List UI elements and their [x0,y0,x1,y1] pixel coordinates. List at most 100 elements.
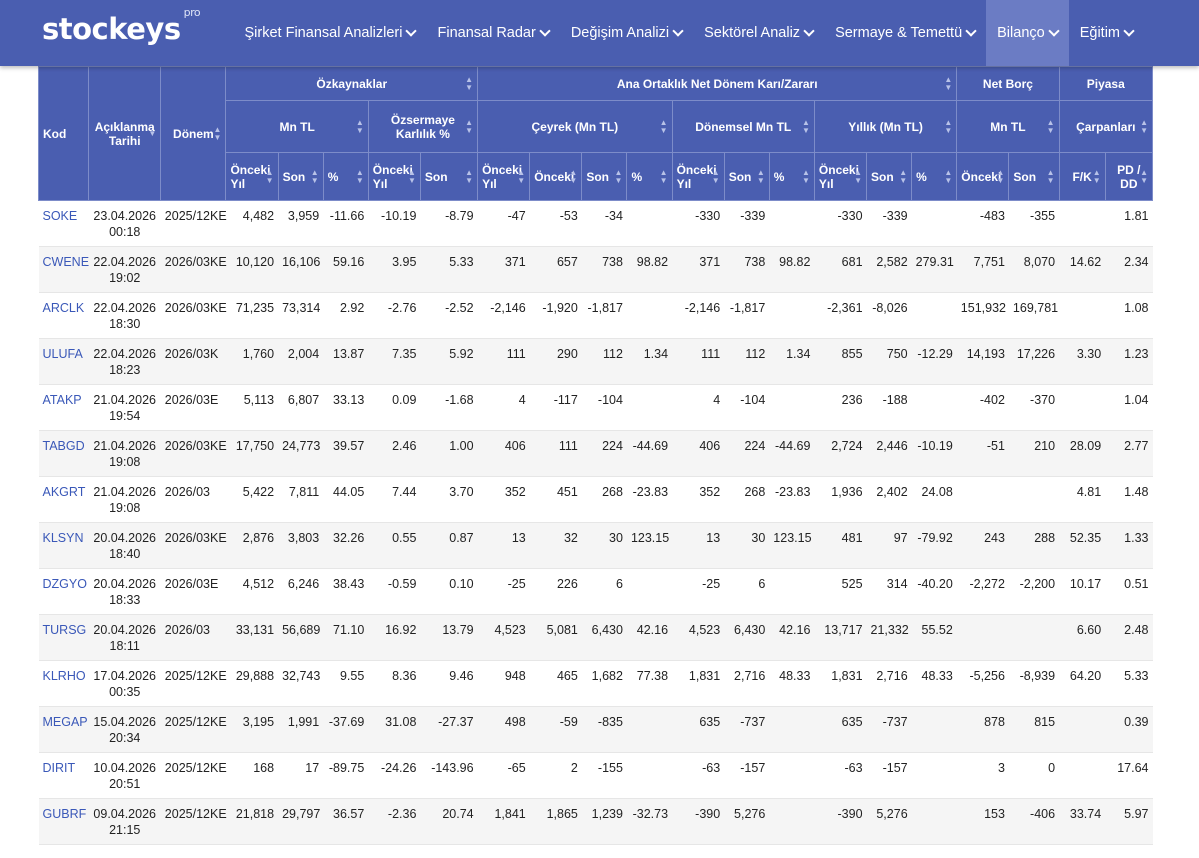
chevron-down-icon [1123,25,1135,37]
period-cell: 2026/03KE [160,246,227,293]
ticker-link[interactable]: MEGAP [38,706,89,753]
cell-ozk-son: 17 [278,752,324,799]
cell-yillik-son: 2,402 [866,476,912,523]
cell-netborc-onceki: 243 [956,522,1009,569]
col-ceyrek-son[interactable]: Son ▲ ▼ [581,152,628,201]
cell-pd-dd: 1.33 [1105,522,1153,569]
cell-yillik-son: 2,582 [866,246,912,293]
col-netborc-son[interactable]: Son ▲ ▼ [1008,152,1060,201]
ticker-link[interactable]: TABGD [38,430,89,477]
cell-netborc-son: 288 [1008,522,1060,569]
cell-ozs-son: -143.96 [420,752,478,799]
ticker-link[interactable]: AKGRT [38,476,89,523]
sort-icon: ▲ ▼ [1140,167,1148,185]
cell-ozs-son: 0.87 [420,522,478,569]
cell-ceyrek-son: 6 [581,568,627,615]
announce-datetime: 10.04.2026 20:51 [88,752,161,799]
col-pd-dd[interactable]: PD / DD ▲ ▼ [1104,152,1154,201]
col-ozk-son[interactable]: Son ▲ ▼ [277,152,324,201]
col-ceyrek-pct[interactable]: % ▲ ▼ [626,152,673,201]
cell-ozs-onceki-yil: 7.35 [368,338,421,385]
col-yillik-pct[interactable]: % ▲ ▼ [911,152,958,201]
cell-donemsel-son: 6,430 [724,614,770,661]
col-fk[interactable]: F/K ▲ ▼ [1058,152,1106,201]
cell-donemsel-onceki-yil: 111 [672,338,725,385]
stockeys-logo[interactable]: stockeys pro [42,6,201,46]
cell-yillik-onceki-yil: -2,361 [814,292,867,339]
period-cell: 2025/12KE [160,660,227,707]
cell-yillik-son: -157 [866,752,912,799]
sub-carpanlari[interactable]: Çarpanları ▲ ▼ [1058,100,1154,153]
cell-fk [1059,384,1106,431]
nav-item-6[interactable]: Eğitim [1069,0,1144,66]
ticker-link[interactable]: ULUFA [38,338,89,385]
cell-ozs-son: -1.68 [420,384,478,431]
cell-ceyrek-son: 738 [581,246,627,293]
ticker-link[interactable]: KLSYN [38,522,89,569]
sort-icon: ▲ ▼ [517,167,526,185]
announce-datetime: 20.04.2026 18:33 [88,568,161,615]
cell-yillik-pct: -40.20 [911,568,957,615]
ticker-link[interactable]: CWENE [38,246,89,293]
col-netborc-onceki[interactable]: Önceki ▲ ▼ [956,152,1010,201]
cell-yillik-onceki-yil: 1,831 [814,660,867,707]
ticker-link[interactable]: KLRHO [38,660,89,707]
cell-yillik-onceki-yil: 525 [814,568,867,615]
cell-donemsel-pct: 123.15 [769,522,815,569]
cell-ozk-onceki-yil: 4,482 [225,200,279,247]
announce-datetime: 17.04.2026 00:35 [88,660,161,707]
sub-ozsermaye-karlilik[interactable]: Özsermaye Karlılık % ▲ ▼ [367,100,479,153]
col-aciklanma-tarihi[interactable]: Açıklanma Tarihi ▼ [88,66,162,201]
sort-icon: ▲ ▼ [310,167,319,185]
col-donemsel-onceki-yil[interactable]: Önceki Yıl ▲ ▼ [671,152,725,201]
col-ceyrek-onceki-yil[interactable]: Önceki Yıl ▲ ▼ [477,152,531,201]
ticker-link[interactable]: TURSG [38,614,89,661]
sort-icon: ▲ ▼ [801,167,810,185]
ticker-link[interactable]: GUBRF [38,798,89,845]
nav-item-2[interactable]: Değişim Analizi [560,0,693,66]
cell-pd-dd: 1.48 [1105,476,1153,523]
col-kod[interactable]: Kod [37,66,90,201]
col-ozk-onceki-yil[interactable]: Önceki Yıl ▲ ▼ [225,152,279,201]
nav-item-3[interactable]: Sektörel Analiz [693,0,824,66]
col-yillik-son[interactable]: Son ▲ ▼ [866,152,913,201]
sub-netborc-mntl[interactable]: Mn TL ▲ ▼ [956,100,1060,153]
announce-datetime: 22.04.2026 19:02 [88,246,161,293]
ticker-link[interactable]: DZGYO [38,568,89,615]
ticker-link[interactable]: SOKE [38,200,89,247]
ticker-link[interactable]: DIRIT [38,752,89,799]
sub-ozk-mntl[interactable]: Mn TL ▲ ▼ [225,100,369,153]
cell-donemsel-onceki-yil: 635 [672,706,725,753]
col-yillik-onceki-yil[interactable]: Önceki Yıl ▲ ▼ [813,152,868,201]
sub-donemsel[interactable]: Dönemsel Mn TL ▲ ▼ [671,100,815,153]
nav-item-0[interactable]: Şirket Finansal Analizleri [234,0,427,66]
ticker-link[interactable]: ATAKP [38,384,89,431]
cell-donemsel-son: -737 [724,706,770,753]
col-ozs-onceki-yil[interactable]: Önceki Yıl ▲ ▼ [367,152,421,201]
announce-date: 21.04.2026 [93,485,156,499]
cell-ozk-son: 73,314 [278,292,324,339]
col-donemsel-pct[interactable]: % ▲ ▼ [768,152,815,201]
nav-item-5[interactable]: Bilanço [986,0,1069,66]
col-ozs-son[interactable]: Son ▲ ▼ [419,152,479,201]
nav-item-1[interactable]: Finansal Radar [426,0,559,66]
cell-fk: 33.74 [1059,798,1106,845]
col-donemsel-son[interactable]: Son ▲ ▼ [723,152,770,201]
cell-ozs-son: 0.10 [420,568,478,615]
col-donem[interactable]: Dönem ▲ ▼ [160,66,227,201]
ticker-link[interactable]: ARCLK [38,292,89,339]
sub-ceyrek[interactable]: Çeyrek (Mn TL) ▲ ▼ [477,100,673,153]
cell-yillik-pct: -79.92 [911,522,957,569]
col-ozk-pct[interactable]: % ▲ ▼ [322,152,369,201]
cell-yillik-pct: 48.33 [911,660,957,707]
main-menu: Şirket Finansal Analizleri Finansal Radar… [234,0,1144,66]
cell-ceyrek-pct [626,384,673,431]
cell-ceyrek-onceki-yil: 111 [477,338,530,385]
cell-ceyrek-son: 112 [581,338,627,385]
nav-item-4[interactable]: Sermaye & Temettü [824,0,986,66]
col-ceyrek-onceki[interactable]: Önceki ▲ ▼ [529,152,583,201]
cell-donemsel-son: 738 [724,246,770,293]
cell-ozk-son: 1,991 [278,706,324,753]
cell-ceyrek-pct [626,292,673,339]
sub-yillik[interactable]: Yıllık (Mn TL) ▲ ▼ [813,100,958,153]
